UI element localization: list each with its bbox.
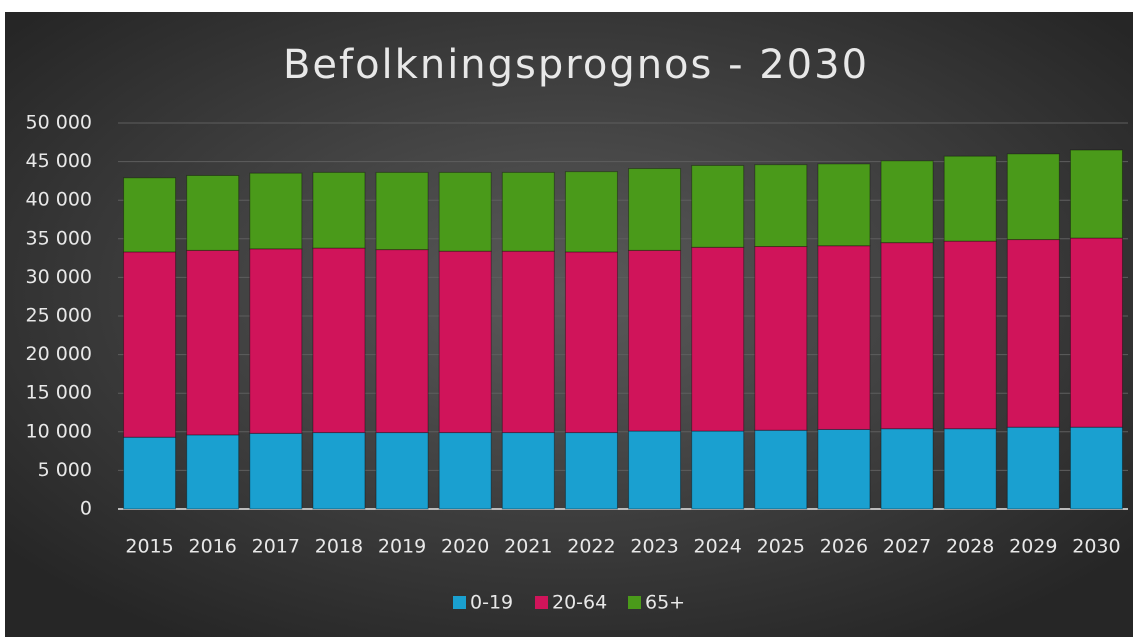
bar-segment: [691, 164, 745, 248]
bar-segment: [754, 429, 808, 510]
bar-segment: [628, 168, 682, 251]
y-tick-label: 5 000: [38, 459, 92, 481]
x-tick-label: 2015: [125, 536, 173, 558]
bar-segment: [312, 171, 366, 249]
bar-segment: [628, 430, 682, 510]
x-tick-label: 2027: [883, 536, 931, 558]
x-tick-label: 2028: [946, 536, 994, 558]
bar-segment: [691, 430, 745, 510]
bar-segment: [186, 434, 240, 510]
x-tick-label: 2024: [694, 536, 742, 558]
bar-segment: [880, 428, 934, 510]
bar-segment: [564, 432, 618, 510]
y-tick-label: 50 000: [26, 112, 92, 134]
bar-segment: [249, 172, 303, 250]
x-tick-label: 2017: [252, 536, 300, 558]
bar-segment: [817, 428, 871, 510]
legend-label: 65+: [645, 592, 685, 614]
bar-segment: [501, 250, 555, 434]
x-tick-label: 2023: [630, 536, 678, 558]
legend-swatch: [453, 596, 466, 609]
bar-segment: [691, 246, 745, 432]
bar-segment: [123, 436, 177, 510]
bar-segment: [375, 432, 429, 510]
bar-segment: [880, 160, 934, 244]
bar-segment: [564, 251, 618, 434]
y-tick-label: 30 000: [26, 266, 92, 288]
y-tick-label: 40 000: [26, 189, 92, 211]
bar-segment: [628, 249, 682, 432]
bar-segment: [943, 240, 997, 430]
bar-segment: [880, 242, 934, 430]
bar-segment: [438, 250, 492, 434]
bar-segment: [817, 245, 871, 430]
bar-segment: [1006, 239, 1060, 428]
x-tick-label: 2022: [567, 536, 615, 558]
x-tick-label: 2016: [189, 536, 237, 558]
bar-segment: [754, 164, 808, 248]
bar-segment: [1006, 153, 1060, 241]
chart-title: Befolkningsprognos - 2030: [283, 42, 869, 88]
y-tick-label: 25 000: [26, 305, 92, 327]
bar-segment: [438, 432, 492, 510]
bar-segment: [312, 432, 366, 510]
bar-segment: [943, 155, 997, 242]
bar-segment: [1069, 149, 1123, 239]
bar-segment: [186, 174, 240, 251]
bar-segment: [1069, 237, 1123, 428]
bar-segment: [249, 248, 303, 434]
bar-segment: [754, 246, 808, 431]
bar-segment: [375, 171, 429, 251]
x-tick-label: 2030: [1072, 536, 1120, 558]
y-tick-label: 10 000: [26, 420, 92, 442]
y-tick-label: 45 000: [26, 150, 92, 172]
y-tick-label: 15 000: [26, 382, 92, 404]
x-tick-label: 2020: [441, 536, 489, 558]
bar-segment: [1006, 426, 1060, 510]
bar-segment: [375, 249, 429, 434]
bar-segment: [564, 171, 618, 253]
x-tick-label: 2025: [757, 536, 805, 558]
bar-segment: [312, 247, 366, 434]
bar-segment: [123, 177, 177, 253]
bar-segment: [501, 432, 555, 510]
x-tick-label: 2026: [820, 536, 868, 558]
bar-segment: [123, 251, 177, 438]
bar-segment: [186, 249, 240, 436]
x-tick-label: 2019: [378, 536, 426, 558]
x-tick-label: 2021: [504, 536, 552, 558]
y-tick-label: 20 000: [26, 343, 92, 365]
bar-segment: [1069, 426, 1123, 510]
legend-swatch: [628, 596, 641, 609]
legend-label: 20-64: [552, 592, 607, 614]
x-tick-label: 2029: [1009, 536, 1057, 558]
legend-label: 0-19: [470, 592, 513, 614]
bar-segment: [501, 171, 555, 252]
y-tick-label: 0: [80, 498, 92, 520]
bar-segment: [249, 432, 303, 510]
y-tick-label: 35 000: [26, 227, 92, 249]
bar-segment: [438, 171, 492, 252]
x-tick-label: 2018: [315, 536, 363, 558]
bar-segment: [943, 428, 997, 510]
legend-swatch: [535, 596, 548, 609]
bar-segment: [817, 163, 871, 247]
